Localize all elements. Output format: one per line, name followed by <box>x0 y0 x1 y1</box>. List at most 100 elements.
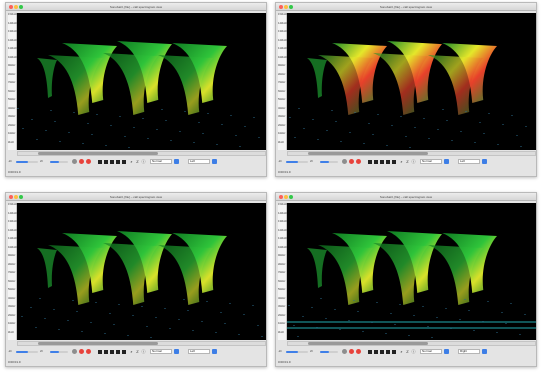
title-bar[interactable]: Sonobat3, [file] – call spectrogram view <box>276 193 536 201</box>
record-alt-button[interactable] <box>356 349 361 354</box>
mode-dropdown-button[interactable] <box>174 159 179 164</box>
info-icon[interactable]: ⓘ <box>141 349 146 354</box>
close-window-button[interactable] <box>279 195 283 199</box>
close-window-button[interactable] <box>279 5 283 9</box>
scroll-thumb[interactable] <box>38 342 158 345</box>
mode-dropdown-button[interactable] <box>444 349 449 354</box>
filter-icon[interactable]: Z <box>406 159 409 164</box>
scroll-thumb[interactable] <box>308 342 428 345</box>
pause-button[interactable] <box>110 160 114 164</box>
close-window-button[interactable] <box>9 5 13 9</box>
filter-icon[interactable]: Z <box>406 349 409 354</box>
channel-dropdown-button[interactable] <box>482 349 487 354</box>
mode-dropdown-button[interactable] <box>174 349 179 354</box>
record-alt-button[interactable] <box>86 349 91 354</box>
stop-button[interactable] <box>104 160 108 164</box>
zoom-window-button[interactable] <box>19 5 23 9</box>
info-icon[interactable]: ⓘ <box>411 159 416 164</box>
channel-dropdown-button[interactable] <box>482 159 487 164</box>
stop-button[interactable] <box>374 350 378 354</box>
title-bar[interactable]: Sonobat3, [file] – call spectrogram view <box>6 3 266 11</box>
scroll-thumb[interactable] <box>38 152 158 155</box>
channel-select[interactable]: Left <box>188 159 210 164</box>
record-button[interactable] <box>79 159 84 164</box>
gain-slider[interactable] <box>286 161 308 163</box>
record-alt-button[interactable] <box>86 159 91 164</box>
minimize-window-button[interactable] <box>14 5 18 9</box>
minimize-window-button[interactable] <box>284 5 288 9</box>
channel-select[interactable]: Left <box>458 159 480 164</box>
info-icon[interactable]: ⓘ <box>141 159 146 164</box>
channel-dropdown-button[interactable] <box>212 349 217 354</box>
time-scrollbar[interactable] <box>287 151 536 156</box>
play-button[interactable] <box>98 350 102 354</box>
time-scrollbar[interactable] <box>287 341 536 346</box>
close-window-button[interactable] <box>9 195 13 199</box>
channel-dropdown-button[interactable] <box>212 159 217 164</box>
time-scrollbar[interactable] <box>17 341 266 346</box>
zoom-icon[interactable]: ⌕ <box>130 349 133 354</box>
step-button[interactable] <box>392 350 396 354</box>
filter-icon[interactable]: Z <box>136 159 139 164</box>
title-bar[interactable]: Sonobat3, [file] – call spectrogram view <box>276 3 536 11</box>
record-button[interactable] <box>349 159 354 164</box>
mode-select[interactable]: Normal <box>420 159 442 164</box>
zoom-window-button[interactable] <box>289 195 293 199</box>
record-button[interactable] <box>79 349 84 354</box>
pause-button[interactable] <box>380 350 384 354</box>
spectrogram-view[interactable] <box>17 203 266 340</box>
info-icon[interactable]: ⓘ <box>411 349 416 354</box>
contrast-slider[interactable] <box>320 161 338 163</box>
mode-select[interactable]: Normal <box>150 159 172 164</box>
spectrogram-view[interactable] <box>287 203 536 340</box>
spectrogram-view[interactable] <box>287 13 536 150</box>
zoom-icon[interactable]: ⌕ <box>130 159 133 164</box>
noise-speck <box>96 114 98 115</box>
pause-button[interactable] <box>110 350 114 354</box>
zoom-icon[interactable]: ⌕ <box>400 349 403 354</box>
contrast-slider[interactable] <box>50 161 68 163</box>
contrast-slider[interactable] <box>50 351 68 353</box>
rewind-button[interactable] <box>342 349 347 354</box>
loop-button[interactable] <box>116 160 120 164</box>
channel-select[interactable]: Left <box>188 349 210 354</box>
filter-icon[interactable]: Z <box>136 349 139 354</box>
loop-button[interactable] <box>386 160 390 164</box>
contrast-slider[interactable] <box>320 351 338 353</box>
minimize-window-button[interactable] <box>284 195 288 199</box>
zoom-window-button[interactable] <box>289 5 293 9</box>
loop-button[interactable] <box>116 350 120 354</box>
zoom-window-button[interactable] <box>19 195 23 199</box>
spectrogram-view[interactable] <box>17 13 266 150</box>
noise-speck <box>22 128 24 129</box>
step-button[interactable] <box>122 350 126 354</box>
rewind-button[interactable] <box>72 349 77 354</box>
channel-select[interactable]: Right <box>458 349 480 354</box>
play-button[interactable] <box>98 160 102 164</box>
gain-slider[interactable] <box>16 351 38 353</box>
rewind-button[interactable] <box>342 159 347 164</box>
time-scrollbar[interactable] <box>17 151 266 156</box>
gain-right-label: 20 <box>310 350 313 353</box>
spectrogram-window: Sonobat3, [file] – call spectrogram view… <box>275 2 537 177</box>
stop-button[interactable] <box>374 160 378 164</box>
gain-slider[interactable] <box>286 351 308 353</box>
minimize-window-button[interactable] <box>14 195 18 199</box>
rewind-button[interactable] <box>72 159 77 164</box>
step-button[interactable] <box>392 160 396 164</box>
mode-select[interactable]: Normal <box>150 349 172 354</box>
stop-button[interactable] <box>104 350 108 354</box>
step-button[interactable] <box>122 160 126 164</box>
pause-button[interactable] <box>380 160 384 164</box>
play-button[interactable] <box>368 160 372 164</box>
mode-dropdown-button[interactable] <box>444 159 449 164</box>
mode-select[interactable]: Normal <box>420 349 442 354</box>
play-button[interactable] <box>368 350 372 354</box>
record-button[interactable] <box>349 349 354 354</box>
gain-slider[interactable] <box>16 161 38 163</box>
title-bar[interactable]: Sonobat3, [file] – call spectrogram view <box>6 193 266 201</box>
loop-button[interactable] <box>386 350 390 354</box>
record-alt-button[interactable] <box>356 159 361 164</box>
zoom-icon[interactable]: ⌕ <box>400 159 403 164</box>
scroll-thumb[interactable] <box>308 152 428 155</box>
